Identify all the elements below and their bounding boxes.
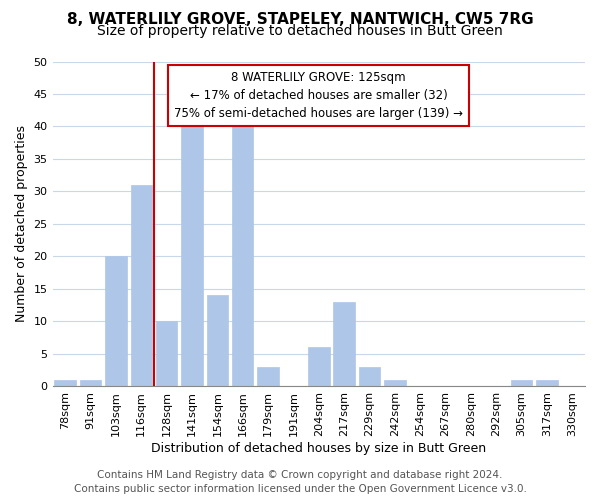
Bar [131,185,152,386]
Bar [511,380,532,386]
Bar [384,380,406,386]
Bar [156,322,178,386]
Bar [80,380,101,386]
Bar [232,126,253,386]
Text: Size of property relative to detached houses in Butt Green: Size of property relative to detached ho… [97,24,503,38]
Bar [308,348,329,387]
Bar [181,120,203,386]
Text: 8, WATERLILY GROVE, STAPELEY, NANTWICH, CW5 7RG: 8, WATERLILY GROVE, STAPELEY, NANTWICH, … [67,12,533,28]
Bar [206,296,228,386]
Bar [334,302,355,386]
X-axis label: Distribution of detached houses by size in Butt Green: Distribution of detached houses by size … [151,442,487,455]
Text: Contains HM Land Registry data © Crown copyright and database right 2024.
Contai: Contains HM Land Registry data © Crown c… [74,470,526,494]
Bar [55,380,76,386]
Bar [105,256,127,386]
Bar [257,367,279,386]
Y-axis label: Number of detached properties: Number of detached properties [15,126,28,322]
Text: 8 WATERLILY GROVE: 125sqm
← 17% of detached houses are smaller (32)
75% of semi-: 8 WATERLILY GROVE: 125sqm ← 17% of detac… [174,71,463,120]
Bar [536,380,558,386]
Bar [359,367,380,386]
